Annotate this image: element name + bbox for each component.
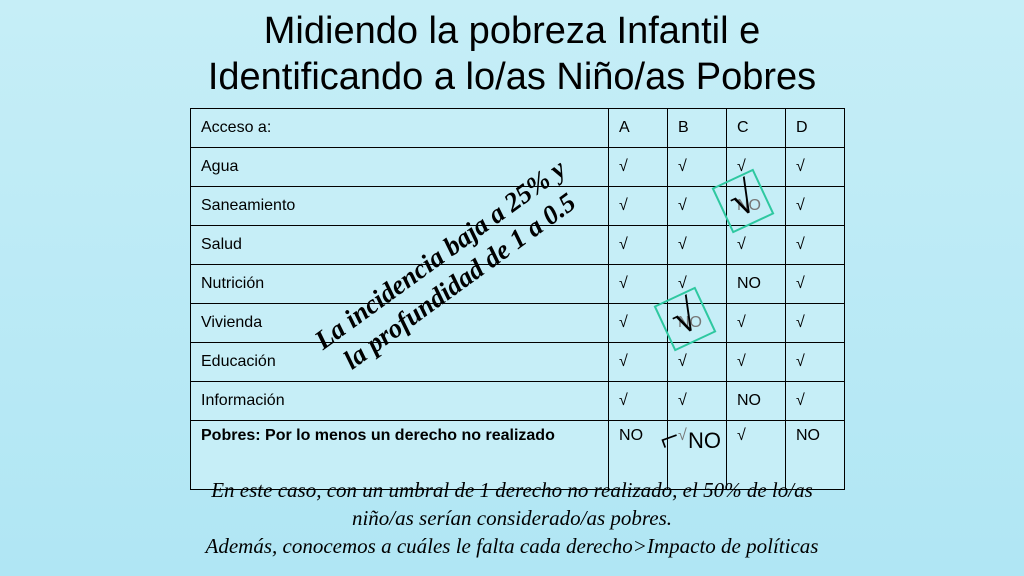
- table-cell: √: [784, 303, 846, 343]
- table-cell: √: [725, 342, 786, 382]
- table-cell: NO: [725, 186, 786, 226]
- rights-table: Acceso a: A B C D Agua √ √ √ √ Saneamien…: [189, 108, 846, 490]
- table-cell: √: [784, 381, 846, 421]
- slide-caption: En este caso, con un umbral de 1 derecho…: [0, 476, 1024, 560]
- title-line-1: Midiendo la pobreza Infantil e: [263, 10, 761, 52]
- correction-no: NO: [688, 428, 721, 453]
- table-row: Nutrición √ √ NO √: [189, 264, 846, 304]
- table-cell: NO: [725, 264, 786, 304]
- header-cell: A: [608, 108, 668, 148]
- table-cell: √: [608, 381, 668, 421]
- table-cell: NO: [725, 381, 786, 421]
- caption-line-1: En este caso, con un umbral de 1 derecho…: [211, 478, 813, 502]
- table-cell: √: [784, 147, 846, 187]
- row-label: Información: [189, 381, 610, 421]
- table-cell: √: [725, 303, 786, 343]
- row-label: Vivienda: [189, 303, 610, 343]
- table-cell: √: [608, 264, 668, 304]
- table-cell: √: [784, 264, 846, 304]
- table-cell: NO: [667, 303, 727, 343]
- table-cell: √: [667, 381, 727, 421]
- table-cell: √: [784, 342, 846, 382]
- header-cell: B: [667, 108, 727, 148]
- table-cell: √: [784, 225, 846, 265]
- table-row-poor: Pobres: Por lo menos un derecho no reali…: [189, 420, 846, 490]
- table-cell: √: [608, 225, 668, 265]
- table-cell: NO: [608, 420, 668, 490]
- row-label: Pobres: Por lo menos un derecho no reali…: [189, 420, 610, 490]
- table-row: Agua √ √ √ √: [189, 147, 846, 187]
- table-row: Salud √ √ √ √: [189, 225, 846, 265]
- table-cell: √: [725, 420, 786, 490]
- table-header-row: Acceso a: A B C D: [189, 108, 846, 148]
- check-icon: √: [721, 172, 764, 227]
- table-cell: √: [667, 147, 727, 187]
- title-line-2: Identificando a lo/as Niño/as Pobres: [207, 56, 817, 98]
- table-cell: √: [667, 264, 727, 304]
- caption-line-2: niño/as serían considerado/as pobres.: [351, 506, 673, 530]
- row-label: Educación: [189, 342, 610, 382]
- check-icon: √: [663, 290, 706, 345]
- table-cell: √: [667, 420, 727, 490]
- row-label: Nutrición: [189, 264, 610, 304]
- table-cell: √: [667, 225, 727, 265]
- table-cell: √: [784, 186, 846, 226]
- header-cell: D: [784, 108, 846, 148]
- caption-line-3: Además, conocemos a cuáles le falta cada…: [205, 534, 819, 558]
- table-cell: √: [725, 147, 786, 187]
- slide-title: Midiendo la pobreza Infantil e Identific…: [0, 8, 1024, 100]
- table-cell: √: [608, 342, 668, 382]
- table-cell: NO: [784, 420, 846, 490]
- table-cell: √: [608, 186, 668, 226]
- header-cell: Acceso a:: [189, 108, 610, 148]
- table-row: Vivienda √ NO √ √: [189, 303, 846, 343]
- header-cell: C: [725, 108, 786, 148]
